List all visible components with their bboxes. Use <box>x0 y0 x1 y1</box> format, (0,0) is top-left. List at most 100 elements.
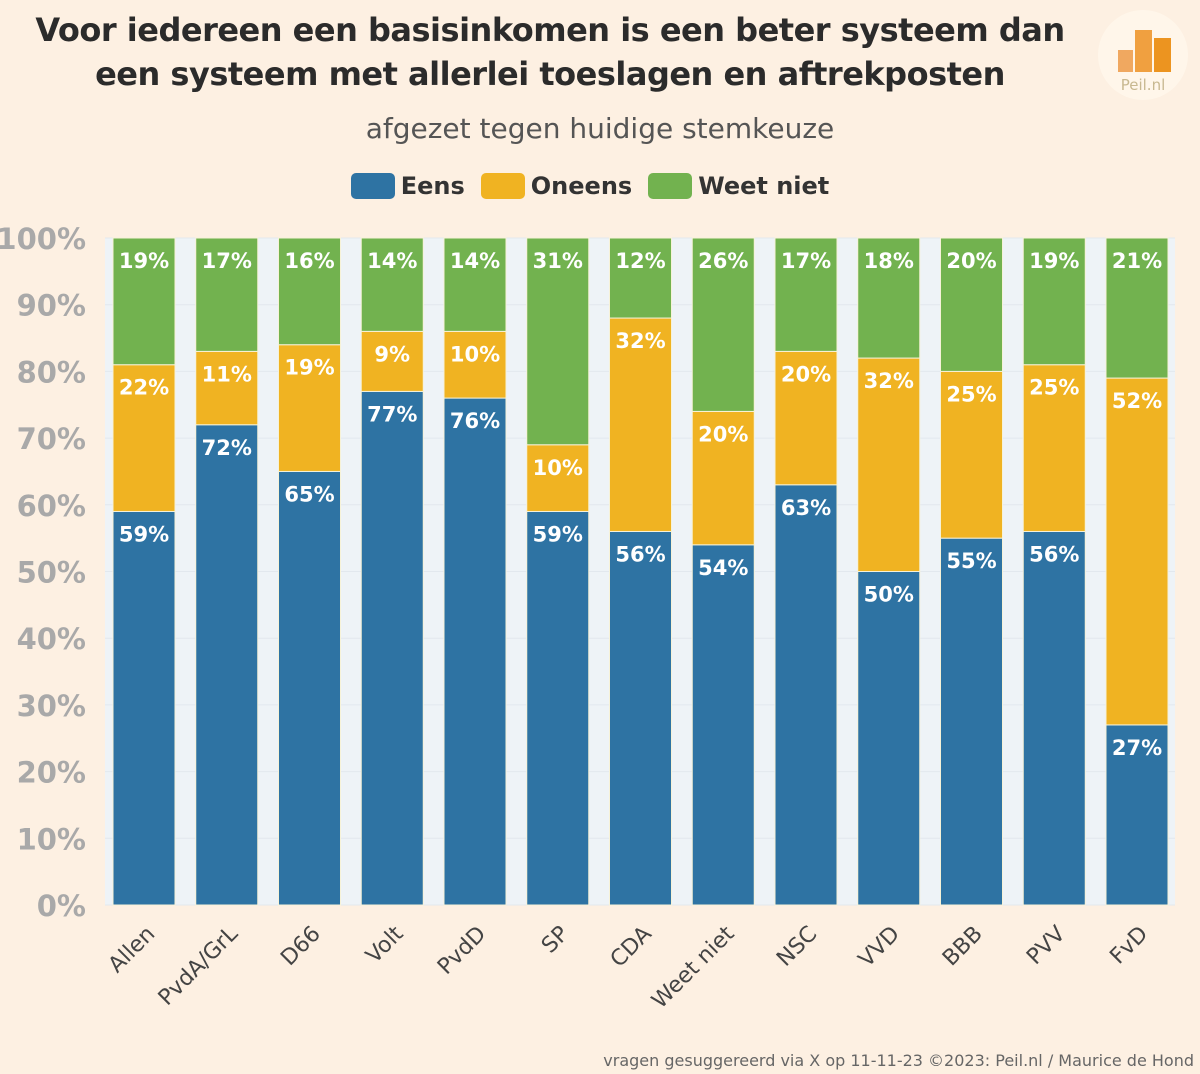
bar-segment <box>609 317 672 532</box>
data-label: 17% <box>202 249 252 273</box>
data-label: 10% <box>450 342 500 366</box>
bar-segment <box>609 237 672 319</box>
bar-segment <box>940 370 1003 539</box>
x-tick-label: PvdD <box>433 922 491 980</box>
y-tick-label: 100% <box>0 222 86 256</box>
legend-swatch <box>648 173 693 199</box>
bar-segment <box>360 390 424 906</box>
bar-segment <box>443 330 507 399</box>
data-label: 19% <box>119 249 169 273</box>
title-line-2: een systeem met allerlei toeslagen en af… <box>95 55 1005 93</box>
legend-item: Eens <box>350 172 465 200</box>
data-label: 54% <box>698 556 748 580</box>
bar-segment <box>526 237 590 446</box>
x-tick-label: CDA <box>606 922 657 973</box>
data-label: 21% <box>1112 249 1162 273</box>
data-label: 26% <box>698 249 748 273</box>
bar-segment <box>526 444 590 512</box>
data-label: 19% <box>1029 249 1079 273</box>
bar-segment <box>195 350 259 426</box>
y-tick-label: 70% <box>17 422 86 456</box>
svg-text:Peil.nl: Peil.nl <box>1121 76 1166 94</box>
data-label: 63% <box>781 496 831 520</box>
x-tick-label: Allen <box>104 922 160 978</box>
data-label: 22% <box>119 376 169 400</box>
bar-segment <box>526 510 590 906</box>
data-label: 56% <box>615 542 665 566</box>
bar-segment <box>195 237 259 352</box>
data-label: 14% <box>367 249 417 273</box>
x-tick-label: BBB <box>938 922 988 972</box>
data-label: 32% <box>864 369 914 393</box>
peil-logo: Peil.nl <box>1098 10 1188 100</box>
bar-segment <box>1105 237 1169 379</box>
x-tick-label: PvdA/GrL <box>154 921 244 1011</box>
chart-title: Voor iedereen een basisinkomen is een be… <box>0 8 1100 96</box>
bar-segment <box>1105 377 1169 726</box>
bar-segment <box>112 510 176 906</box>
legend-swatch <box>480 173 525 199</box>
data-label: 65% <box>284 482 334 506</box>
bar-segment <box>1022 237 1086 366</box>
data-label: 55% <box>946 549 996 573</box>
y-tick-label: 40% <box>17 622 86 656</box>
x-tick-label: VVD <box>854 922 905 973</box>
legend-label: Weet niet <box>698 172 830 200</box>
y-tick-label: 20% <box>17 756 86 790</box>
legend-item: Oneens <box>480 172 633 200</box>
legend-label: Oneens <box>530 172 633 200</box>
x-tick-label: Volt <box>361 921 408 968</box>
x-tick-label: D66 <box>276 922 325 971</box>
bar-segment <box>1022 364 1086 532</box>
data-label: 56% <box>1029 542 1079 566</box>
data-label: 59% <box>533 522 583 546</box>
data-label: 77% <box>367 402 417 426</box>
bar-segment <box>940 237 1003 372</box>
data-label: 72% <box>202 436 252 460</box>
bar-segment <box>278 237 341 346</box>
bar-segment <box>691 544 755 906</box>
logo-bars-icon: Peil.nl <box>1118 30 1171 94</box>
x-tick-label: PVV <box>1022 922 1070 970</box>
bar-segment <box>691 410 755 546</box>
data-label: 16% <box>284 249 334 273</box>
data-label: 32% <box>615 329 665 353</box>
x-tick-label: Weet niet <box>647 921 739 1013</box>
chart-subtitle: afgezet tegen huidige stemkeuze <box>365 112 835 145</box>
y-tick-label: 10% <box>17 822 86 856</box>
data-label: 14% <box>450 249 500 273</box>
data-label: 19% <box>284 356 334 380</box>
bar-segment <box>857 571 921 906</box>
title-line-1: Voor iedereen een basisinkomen is een be… <box>35 11 1065 49</box>
data-label: 17% <box>781 249 831 273</box>
data-label: 9% <box>374 342 410 366</box>
bar-segment <box>195 424 259 906</box>
data-label: 20% <box>781 362 831 386</box>
bar-segment <box>857 237 921 359</box>
x-tick-label: NSC <box>772 922 822 972</box>
data-label: 20% <box>698 422 748 446</box>
y-tick-label: 90% <box>17 289 86 323</box>
data-label: 18% <box>864 249 914 273</box>
legend-item: Weet niet <box>648 172 829 200</box>
y-tick-label: 60% <box>17 489 86 523</box>
data-label: 25% <box>1029 376 1079 400</box>
data-label: 12% <box>615 249 665 273</box>
footer-credit: vragen gesuggereerd via X op 11-11-23 ©2… <box>603 1051 1194 1070</box>
bar-segment <box>774 237 838 352</box>
data-label: 59% <box>119 522 169 546</box>
bar-segment <box>278 470 341 906</box>
bar-segment <box>691 237 755 412</box>
bar-segment <box>360 237 424 332</box>
bar-segment <box>609 530 672 906</box>
bar-segment <box>443 237 507 332</box>
y-tick-label: 30% <box>17 689 86 723</box>
legend-label: Eens <box>400 172 465 200</box>
data-label: 52% <box>1112 389 1162 413</box>
x-tick-label: SP <box>537 922 574 959</box>
data-label: 25% <box>946 382 996 406</box>
data-label: 76% <box>450 409 500 433</box>
data-label: 20% <box>946 249 996 273</box>
y-tick-label: 50% <box>17 556 86 590</box>
